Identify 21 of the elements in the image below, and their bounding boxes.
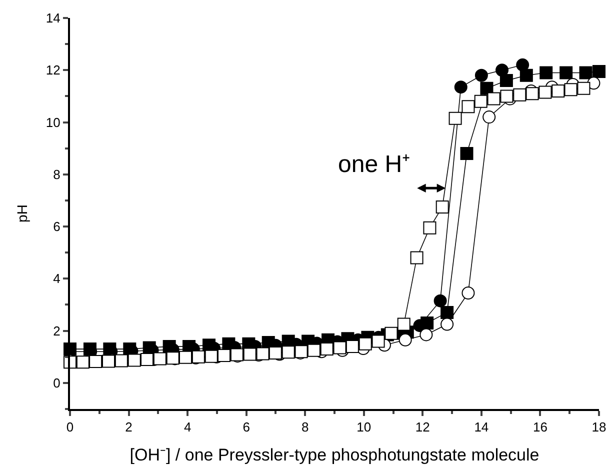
x-tick-label: 0 [66, 420, 74, 435]
y-tick-label: 14 [46, 10, 60, 26]
x-tick-label: 6 [242, 420, 250, 435]
y-axis-title: pH [14, 204, 30, 222]
annotation: one H⁺ [338, 151, 410, 178]
y-tick-label: 4 [53, 271, 60, 286]
x-axis-title: [OH⁻] / one Preyssler-type phosphotungstate molecule [130, 446, 540, 464]
y-tick-label: 6 [53, 219, 60, 234]
x-tick-label: 12 [415, 420, 430, 435]
y-tick-label: 0 [53, 375, 60, 390]
y-tick-label: 8 [53, 166, 60, 182]
x-tick-label: 8 [301, 420, 309, 435]
y-tick-label: 2 [53, 323, 60, 338]
y-tick-label: 10 [46, 114, 60, 130]
x-tick-label: 10 [356, 420, 372, 435]
x-tick-label: 14 [474, 420, 489, 435]
x-tick-label: 4 [184, 420, 192, 435]
x-tick-label: 18 [592, 420, 606, 435]
x-tick-label: 2 [125, 420, 132, 435]
y-tick-label: 12 [46, 62, 60, 78]
x-tick-label: 16 [532, 420, 548, 435]
